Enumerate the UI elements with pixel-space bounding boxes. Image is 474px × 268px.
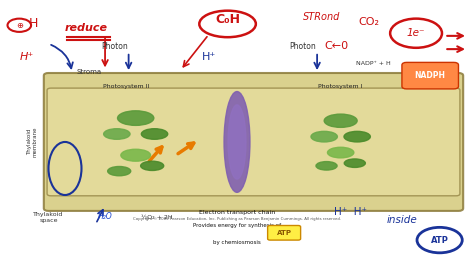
Text: CO₂: CO₂ [358, 17, 380, 27]
FancyBboxPatch shape [44, 73, 463, 211]
FancyBboxPatch shape [47, 88, 460, 196]
Text: Photosystem I: Photosystem I [319, 84, 363, 89]
Text: C←0: C←0 [324, 41, 348, 51]
Text: Copyright © 2005 Pearson Education, Inc. Publishing as Pearson Benjamin Cummings: Copyright © 2005 Pearson Education, Inc.… [133, 217, 341, 221]
Text: ½O₂ + 2H: ½O₂ + 2H [141, 215, 173, 220]
Text: ATP: ATP [277, 230, 292, 236]
Text: Thylakoid
membrane: Thylakoid membrane [27, 127, 37, 157]
Ellipse shape [141, 161, 164, 170]
Text: Photon: Photon [290, 42, 316, 51]
Text: 1e⁻: 1e⁻ [407, 28, 425, 38]
FancyBboxPatch shape [402, 62, 458, 89]
Text: Photon: Photon [101, 42, 128, 51]
Text: Photosystem II: Photosystem II [103, 84, 149, 89]
Ellipse shape [108, 166, 131, 176]
Ellipse shape [121, 149, 151, 161]
Text: C₀H: C₀H [215, 13, 240, 26]
Ellipse shape [141, 129, 168, 139]
Text: H: H [29, 17, 38, 29]
Ellipse shape [118, 111, 154, 125]
Text: NADPH: NADPH [415, 71, 446, 80]
Ellipse shape [328, 147, 354, 158]
Text: H₂O: H₂O [98, 212, 112, 221]
Text: H⁺  H⁺: H⁺ H⁺ [334, 207, 366, 217]
Text: H⁺: H⁺ [20, 52, 35, 62]
Ellipse shape [324, 114, 357, 127]
Ellipse shape [104, 129, 130, 139]
Ellipse shape [316, 162, 337, 170]
Ellipse shape [344, 131, 370, 142]
Text: inside: inside [387, 215, 417, 225]
FancyBboxPatch shape [268, 225, 301, 240]
Ellipse shape [311, 131, 337, 142]
Ellipse shape [224, 92, 250, 192]
Ellipse shape [228, 105, 246, 179]
Text: Electron transport chain: Electron transport chain [199, 210, 275, 215]
Text: ATP: ATP [431, 236, 448, 245]
Text: Provides energy for synthesis of: Provides energy for synthesis of [193, 223, 281, 228]
Text: NADP⁺ + H: NADP⁺ + H [356, 61, 391, 66]
Text: STRond: STRond [303, 12, 340, 22]
Text: Thylakoid
space: Thylakoid space [33, 212, 64, 222]
Text: Stroma: Stroma [77, 69, 102, 75]
Text: ⊕: ⊕ [16, 21, 23, 30]
Text: by chemiosmosis: by chemiosmosis [213, 240, 261, 245]
Text: H⁺: H⁺ [201, 52, 216, 62]
Ellipse shape [344, 159, 365, 168]
Text: reduce: reduce [65, 23, 108, 33]
